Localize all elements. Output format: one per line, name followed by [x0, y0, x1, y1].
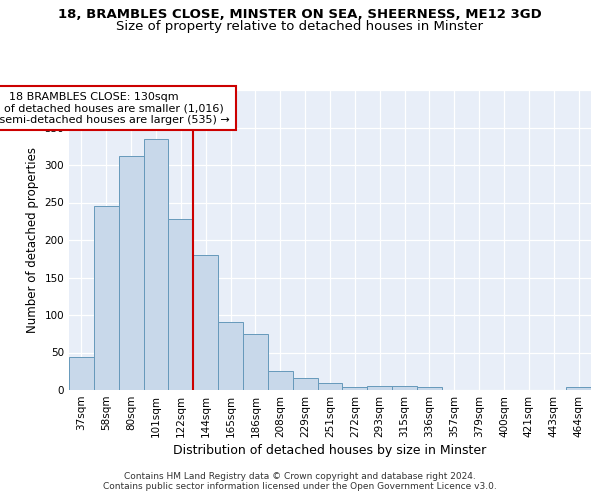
Bar — [193, 255, 218, 390]
Bar — [69, 357, 94, 390]
Y-axis label: Number of detached properties: Number of detached properties — [26, 147, 39, 333]
Bar — [268, 370, 293, 390]
Text: 18 BRAMBLES CLOSE: 130sqm
← 65% of detached houses are smaller (1,016)
34% of se: 18 BRAMBLES CLOSE: 130sqm ← 65% of detac… — [0, 92, 230, 124]
Bar — [317, 382, 343, 390]
Text: Size of property relative to detached houses in Minster: Size of property relative to detached ho… — [116, 20, 484, 33]
Bar — [218, 322, 243, 390]
Bar — [169, 219, 193, 390]
Bar — [94, 206, 119, 390]
Bar — [417, 387, 442, 390]
Bar — [243, 334, 268, 390]
Text: Contains HM Land Registry data © Crown copyright and database right 2024.
Contai: Contains HM Land Registry data © Crown c… — [103, 472, 497, 491]
Bar — [367, 386, 392, 390]
Text: 18, BRAMBLES CLOSE, MINSTER ON SEA, SHEERNESS, ME12 3GD: 18, BRAMBLES CLOSE, MINSTER ON SEA, SHEE… — [58, 8, 542, 20]
Bar — [566, 387, 591, 390]
Bar — [343, 387, 367, 390]
Bar — [143, 138, 169, 390]
X-axis label: Distribution of detached houses by size in Minster: Distribution of detached houses by size … — [173, 444, 487, 457]
Bar — [119, 156, 143, 390]
Bar — [392, 386, 417, 390]
Bar — [293, 378, 317, 390]
